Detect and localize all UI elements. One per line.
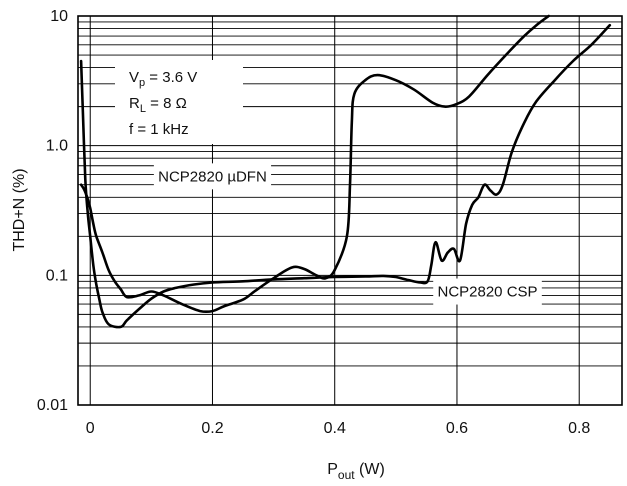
annotations: NCP2820 µDFN NCP2820 CSP xyxy=(153,163,542,305)
condition-f: f = 1 kHz xyxy=(129,121,189,138)
series-line-udfn xyxy=(79,23,612,329)
x-axis-label: Pout (W) xyxy=(327,461,385,482)
plot-frame xyxy=(77,15,623,406)
curves xyxy=(79,14,612,329)
x-axis-label-main: P xyxy=(327,461,338,478)
y-tick-label: 1.0 xyxy=(46,138,68,155)
x-tick-label: 0.2 xyxy=(201,420,223,437)
condition-vp: Vp = 3.6 V xyxy=(129,69,197,89)
y-tick-label: 10 xyxy=(50,8,68,25)
x-tick-label: 0 xyxy=(86,420,95,437)
series-line-csp xyxy=(79,14,550,314)
series-label-csp: NCP2820 CSP xyxy=(437,284,537,301)
y-axis-label: THD+N (%) xyxy=(11,168,28,251)
series-label-udfn: NCP2820 µDFN xyxy=(158,168,267,185)
x-tick-label: 0.6 xyxy=(446,420,468,437)
condition-rl: RL = 8 Ω xyxy=(129,95,187,115)
x-tick-label: 0.4 xyxy=(324,420,346,437)
series-label-background xyxy=(433,278,542,305)
x-axis-label-sub: out xyxy=(338,468,355,482)
plot-border xyxy=(77,15,623,406)
conditions-background xyxy=(115,60,243,144)
x-axis-label-unit: (W) xyxy=(355,461,385,478)
y-tick-label: 0.01 xyxy=(37,397,68,414)
y-tick-label: 0.1 xyxy=(46,267,68,284)
x-tick-labels: 0 0.2 0.4 0.6 0.8 xyxy=(86,420,591,437)
x-tick-label: 0.8 xyxy=(568,420,590,437)
test-conditions-box: Vp = 3.6 V RL = 8 Ω f = 1 kHz xyxy=(115,60,243,144)
series-label-background xyxy=(153,163,272,190)
y-tick-labels: 0.01 0.1 1.0 10 xyxy=(37,8,68,414)
